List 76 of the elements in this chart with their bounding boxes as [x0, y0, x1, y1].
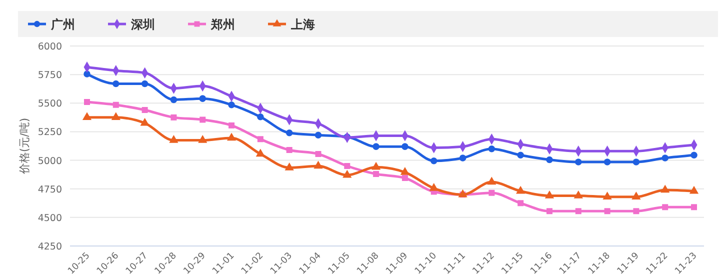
point [487, 176, 496, 185]
point [633, 208, 640, 214]
point [632, 158, 640, 166]
point [170, 114, 177, 120]
y-tick-label: 4500 [38, 212, 62, 224]
point [372, 143, 380, 150]
point [458, 189, 468, 198]
point [344, 163, 350, 169]
point [662, 204, 668, 210]
y-tick-label: 6000 [38, 42, 62, 52]
point [518, 200, 524, 206]
legend-label: 广州 [50, 18, 75, 32]
point [286, 147, 292, 153]
point [226, 132, 236, 141]
point [574, 190, 583, 198]
legend-label: 郑州 [210, 18, 235, 32]
point [689, 186, 699, 194]
point [257, 136, 264, 142]
point [604, 208, 610, 214]
point [84, 99, 90, 105]
point [632, 192, 641, 200]
point [111, 112, 120, 120]
point [286, 129, 293, 136]
point [517, 152, 524, 159]
point [140, 118, 150, 126]
y-tick-label: 4250 [38, 242, 62, 252]
point [400, 167, 410, 175]
point [84, 70, 90, 78]
point [112, 80, 120, 88]
point [429, 183, 438, 191]
point [257, 113, 264, 120]
legend-label: 上海 [290, 18, 315, 32]
point [544, 190, 554, 198]
point [575, 208, 582, 214]
point [516, 186, 526, 194]
point [284, 162, 294, 170]
point [604, 158, 611, 166]
point [660, 184, 670, 193]
point [228, 122, 235, 128]
point [200, 116, 206, 123]
y-axis-title: 价格(元/吨) [18, 118, 31, 176]
y-tick-label: 5750 [38, 70, 62, 82]
point [112, 102, 119, 108]
point [170, 96, 178, 104]
y-tick-label: 4750 [38, 184, 62, 196]
point [314, 160, 323, 169]
point [228, 101, 235, 108]
point [546, 156, 553, 164]
point [142, 107, 148, 113]
point [546, 208, 552, 214]
point [82, 112, 92, 120]
point [430, 157, 438, 164]
point [314, 132, 322, 139]
y-tick-label: 5250 [38, 127, 62, 138]
legend-label: 深圳 [130, 18, 155, 32]
point [488, 145, 496, 152]
point [141, 80, 148, 88]
point [315, 151, 322, 157]
y-tick-label: 5500 [38, 98, 62, 110]
y-tick-label: 5000 [38, 156, 62, 167]
point [691, 204, 697, 210]
point [402, 175, 408, 181]
point [198, 135, 208, 143]
point [199, 95, 206, 102]
point [459, 154, 466, 162]
point [402, 143, 408, 150]
point [602, 192, 612, 200]
point [256, 148, 265, 157]
point [690, 152, 698, 159]
point [662, 154, 668, 162]
point [342, 170, 352, 178]
point [488, 190, 495, 196]
point [373, 171, 380, 177]
point [371, 162, 381, 170]
point [574, 158, 582, 166]
point [169, 135, 178, 143]
